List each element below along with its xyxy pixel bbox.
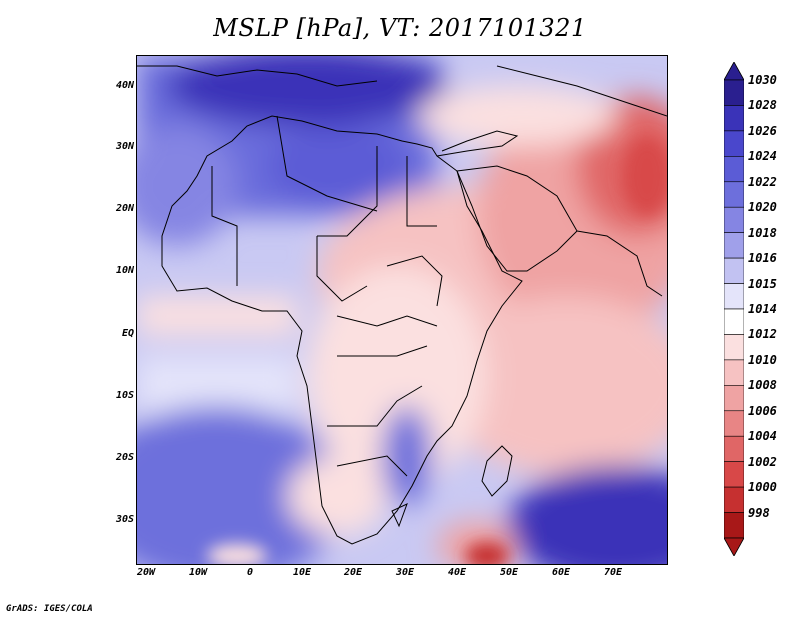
lon-label-10e: 10E: [292, 567, 312, 578]
colorbar-label: 1000: [748, 480, 777, 495]
colorbar-label: 1002: [748, 454, 777, 469]
colorbar-segment: [724, 232, 744, 259]
map-title: MSLP [hPa], VT: 2017101321: [213, 14, 587, 42]
lon-label-60e: 60E: [551, 567, 571, 578]
colorbar-segment: [724, 257, 744, 284]
lon-label-70e: 70E: [603, 567, 623, 578]
colorbar-segment: [724, 308, 744, 335]
pressure-map: [136, 55, 668, 565]
colorbar-label: 1030: [748, 73, 777, 87]
colorbar-top-arrow: [724, 62, 744, 81]
grads-credit: GrADS: IGES/COLA: [6, 604, 93, 614]
lon-label-0: 0: [246, 567, 254, 578]
colorbar-segment: [724, 283, 744, 310]
colorbar-label: 1015: [748, 276, 777, 291]
colorbar-label: 1028: [748, 98, 777, 113]
colorbar-label: 1006: [748, 403, 777, 418]
colorbar-label: 1022: [748, 174, 777, 189]
colorbar-label: 1024: [748, 149, 777, 164]
lat-label-10n: 10N: [115, 265, 134, 276]
colorbar-bottom-arrow: [724, 537, 744, 556]
colorbar-segment: [724, 410, 744, 437]
lat-label-eq: EQ: [121, 328, 134, 339]
colorbar-label: 1018: [748, 225, 777, 240]
colorbar-segment: [724, 486, 744, 513]
lon-label-20e: 20E: [343, 567, 363, 578]
colorbar-label: 1016: [748, 251, 777, 266]
colorbar-label: 998: [748, 505, 770, 520]
lat-label-20n: 20N: [115, 203, 134, 214]
colorbar-label: 1020: [748, 200, 777, 215]
lon-label-30e: 30E: [395, 567, 415, 578]
colorbar-label: 1008: [748, 378, 777, 393]
lat-label-30s: 30S: [115, 514, 134, 525]
pressure-field: [137, 56, 667, 564]
lon-label-20w: 20W: [136, 567, 156, 578]
lon-label-10w: 10W: [188, 567, 208, 578]
lat-label-20s: 20S: [115, 452, 134, 463]
colorbar-segment: [724, 359, 744, 386]
colorbar-segment: [724, 385, 744, 412]
colorbar-segment: [724, 334, 744, 361]
colorbar-label: 1004: [748, 429, 777, 444]
colorbar-segment: [724, 130, 744, 157]
colorbar-label: 1026: [748, 123, 777, 138]
colorbar-segment: [724, 435, 744, 462]
colorbar-segment: [724, 181, 744, 208]
colorbar-segment: [724, 512, 744, 539]
colorbar-segment: [724, 156, 744, 183]
colorbar-segment: [724, 461, 744, 488]
colorbar-segment: [724, 79, 744, 106]
colorbar-segment: [724, 206, 744, 233]
lat-label-40n: 40N: [115, 80, 134, 91]
lat-label-30n: 30N: [115, 141, 134, 152]
colorbar-label: 1012: [748, 327, 777, 342]
lon-label-50e: 50E: [499, 567, 519, 578]
lon-label-40e: 40E: [447, 567, 467, 578]
lat-label-10s: 10S: [115, 390, 134, 401]
colorbar-segment: [724, 105, 744, 132]
colorbar: [724, 62, 744, 556]
colorbar-label: 1014: [748, 302, 777, 316]
colorbar-label: 1010: [748, 352, 777, 367]
